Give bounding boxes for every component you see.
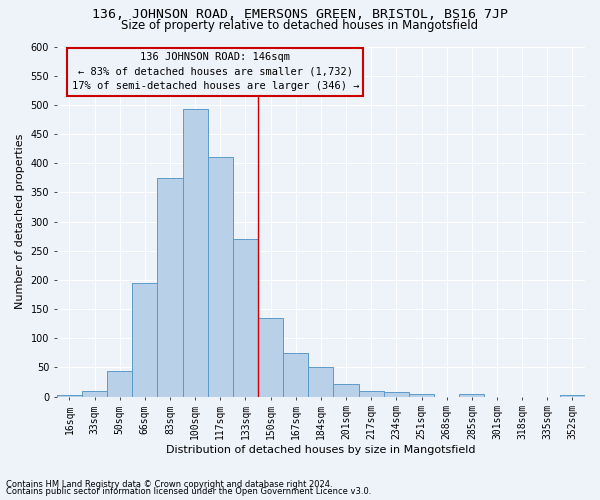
Bar [384, 392, 409, 396]
Bar [57, 395, 82, 396]
Y-axis label: Number of detached properties: Number of detached properties [15, 134, 25, 309]
Text: Contains HM Land Registry data © Crown copyright and database right 2024.: Contains HM Land Registry data © Crown c… [6, 480, 332, 489]
Bar [359, 390, 384, 396]
Bar [334, 384, 359, 396]
Text: 136, JOHNSON ROAD, EMERSONS GREEN, BRISTOL, BS16 7JP: 136, JOHNSON ROAD, EMERSONS GREEN, BRIST… [92, 8, 508, 20]
Text: Size of property relative to detached houses in Mangotsfield: Size of property relative to detached ho… [121, 19, 479, 32]
X-axis label: Distribution of detached houses by size in Mangotsfield: Distribution of detached houses by size … [166, 445, 476, 455]
Bar [107, 372, 132, 396]
Bar [233, 239, 258, 396]
Text: Contains public sector information licensed under the Open Government Licence v3: Contains public sector information licen… [6, 487, 371, 496]
Bar [208, 157, 233, 396]
Bar [132, 283, 157, 397]
Bar [409, 394, 434, 396]
Bar [258, 318, 283, 396]
Bar [308, 368, 334, 396]
Bar [82, 392, 107, 396]
Bar [157, 178, 182, 396]
Bar [182, 109, 208, 397]
Text: 136 JOHNSON ROAD: 146sqm
← 83% of detached houses are smaller (1,732)
17% of sem: 136 JOHNSON ROAD: 146sqm ← 83% of detach… [71, 52, 359, 92]
Bar [283, 353, 308, 397]
Bar [459, 394, 484, 396]
